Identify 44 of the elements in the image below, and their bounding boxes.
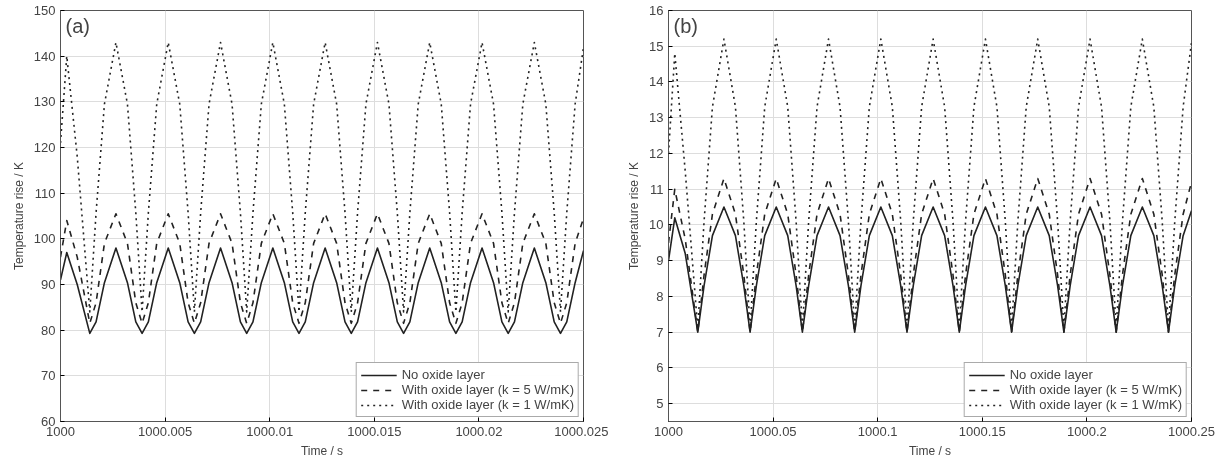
y-tick-label: 140 bbox=[33, 48, 56, 64]
x-tick-label: 1000.015 bbox=[347, 423, 402, 439]
y-tick-label: 5 bbox=[656, 396, 664, 412]
x-tick-label: 1000.1 bbox=[857, 423, 898, 439]
y-tick-label: 11 bbox=[650, 181, 664, 197]
y-tick-label: 130 bbox=[33, 94, 56, 110]
legend-label: With oxide layer (k = 1 W/mK) bbox=[1009, 397, 1182, 412]
y-axis-title: Temperature rise / K bbox=[627, 161, 642, 271]
legend-label: With oxide layer (k = 1 W/mK) bbox=[401, 397, 574, 412]
x-tick-label: 1000.025 bbox=[554, 423, 609, 439]
legend-label: With oxide layer (k = 5 W/mK) bbox=[1009, 382, 1182, 397]
y-tick-label: 100 bbox=[33, 231, 56, 247]
y-tick-label: 14 bbox=[649, 74, 664, 90]
x-tick-label: 1000.2 bbox=[1067, 423, 1107, 439]
annotation: (a) bbox=[65, 14, 90, 37]
y-tick-label: 16 bbox=[649, 3, 664, 18]
x-tick-label: 1000.02 bbox=[455, 423, 503, 439]
x-tick-label: 1000 bbox=[654, 423, 683, 439]
y-tick-label: 10 bbox=[649, 217, 664, 233]
legend-label: No oxide layer bbox=[401, 367, 485, 382]
y-tick-label: 110 bbox=[34, 185, 56, 201]
legend-label: No oxide layer bbox=[1009, 367, 1093, 382]
x-tick-label: 1000.05 bbox=[749, 423, 797, 439]
y-axis-title: Temperature rise / K bbox=[11, 161, 26, 271]
y-tick-label: 70 bbox=[41, 368, 56, 384]
y-tick-label: 80 bbox=[41, 322, 56, 338]
legend-label: With oxide layer (k = 5 W/mK) bbox=[401, 382, 574, 397]
y-tick-label: 9 bbox=[656, 253, 664, 269]
annotation: (b) bbox=[673, 14, 698, 37]
x-tick-label: 1000.15 bbox=[958, 423, 1006, 439]
y-tick-label: 13 bbox=[649, 110, 664, 126]
x-tick-label: 1000.01 bbox=[246, 423, 294, 439]
x-tick-label: 1000.25 bbox=[1168, 423, 1215, 439]
x-axis-title: Time / s bbox=[908, 443, 952, 458]
y-tick-label: 15 bbox=[649, 38, 664, 54]
y-tick-label: 120 bbox=[33, 140, 56, 155]
y-tick-label: 150 bbox=[33, 3, 56, 18]
y-tick-label: 8 bbox=[656, 288, 664, 304]
x-axis-title: Time / s bbox=[300, 443, 344, 458]
y-tick-label: 90 bbox=[41, 277, 56, 292]
y-tick-label: 6 bbox=[656, 360, 664, 376]
y-tick-label: 7 bbox=[656, 324, 664, 340]
y-tick-label: 12 bbox=[649, 145, 664, 161]
x-tick-label: 1000.005 bbox=[137, 423, 193, 439]
